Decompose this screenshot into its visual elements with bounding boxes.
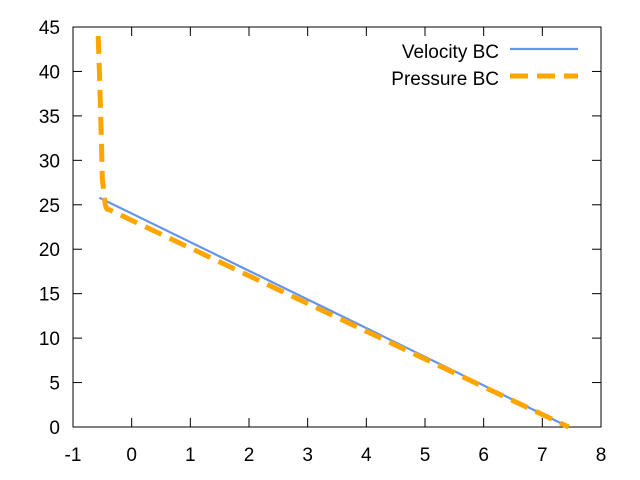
- x-tick-label: 5: [420, 445, 431, 466]
- y-tick-label: 25: [39, 196, 60, 217]
- y-tick-label: 5: [49, 374, 60, 395]
- series-layer: [95, 35, 570, 430]
- y-tick-label: 40: [39, 62, 60, 83]
- x-tick-label: 1: [185, 445, 196, 466]
- x-tick-label: 7: [537, 445, 548, 466]
- legend: Velocity BC Pressure BC: [391, 42, 578, 90]
- legend-label-pressure: Pressure BC: [391, 69, 499, 90]
- y-tick-label: 0: [49, 418, 60, 439]
- y-tick-label: 10: [39, 329, 60, 350]
- x-tick-label: 4: [361, 445, 372, 466]
- x-tick-label: 2: [244, 445, 255, 466]
- y-tick-label: 15: [39, 285, 60, 306]
- y-tick-label: 45: [39, 18, 60, 39]
- x-tick-label: 6: [478, 445, 489, 466]
- x-tick-label: 3: [302, 445, 313, 466]
- x-tick-label: -1: [65, 445, 82, 466]
- x-tick-label: 0: [126, 445, 137, 466]
- plot-frame: [72, 26, 602, 428]
- series-line-pressure: [95, 35, 570, 430]
- y-tick-label: 20: [39, 240, 60, 261]
- y-tick-label: 30: [39, 151, 60, 172]
- x-tick-label: 8: [596, 445, 607, 466]
- legend-label-velocity: Velocity BC: [402, 42, 499, 63]
- y-tick-label: 35: [39, 107, 60, 128]
- axis-ticks: [72, 26, 602, 428]
